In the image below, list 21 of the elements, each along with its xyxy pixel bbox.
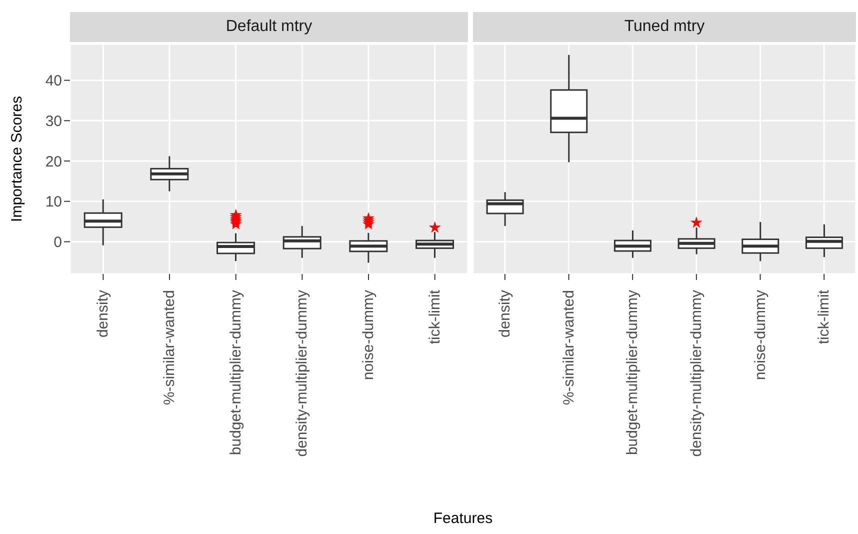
x-tick-label: budget-multiplier-dummy (227, 290, 244, 456)
x-tick-label: noise-dummy (752, 290, 769, 380)
y-tick-label: 30 (45, 112, 62, 130)
x-axis-title: Features (432, 510, 494, 527)
x-tick-label: %-similar-wanted (560, 290, 578, 406)
x-tick-label: density-multiplier-dummy (688, 290, 705, 457)
x-tick-label: budget-multiplier-dummy (624, 290, 642, 456)
x-tick-label: noise-dummy (360, 290, 377, 380)
x-tick-label: tick-limit (816, 289, 833, 344)
x-tick-label: density (94, 290, 112, 338)
y-tick-label: 10 (45, 194, 62, 211)
x-tick-label: density (496, 290, 514, 338)
chart-title: Default mtry (70, 12, 468, 42)
y-tick-label: 20 (45, 153, 62, 170)
x-tick-label: %-similar-wanted (161, 290, 178, 406)
x-tick-label: density-multiplier-dummy (294, 290, 311, 457)
y-tick-label: 40 (45, 72, 62, 90)
y-tick-label: 0 (54, 234, 62, 252)
chart-title: Tuned mtry (473, 12, 856, 42)
y-axis-title: Importance Scores (8, 96, 26, 222)
x-tick-label: tick-limit (426, 289, 444, 344)
